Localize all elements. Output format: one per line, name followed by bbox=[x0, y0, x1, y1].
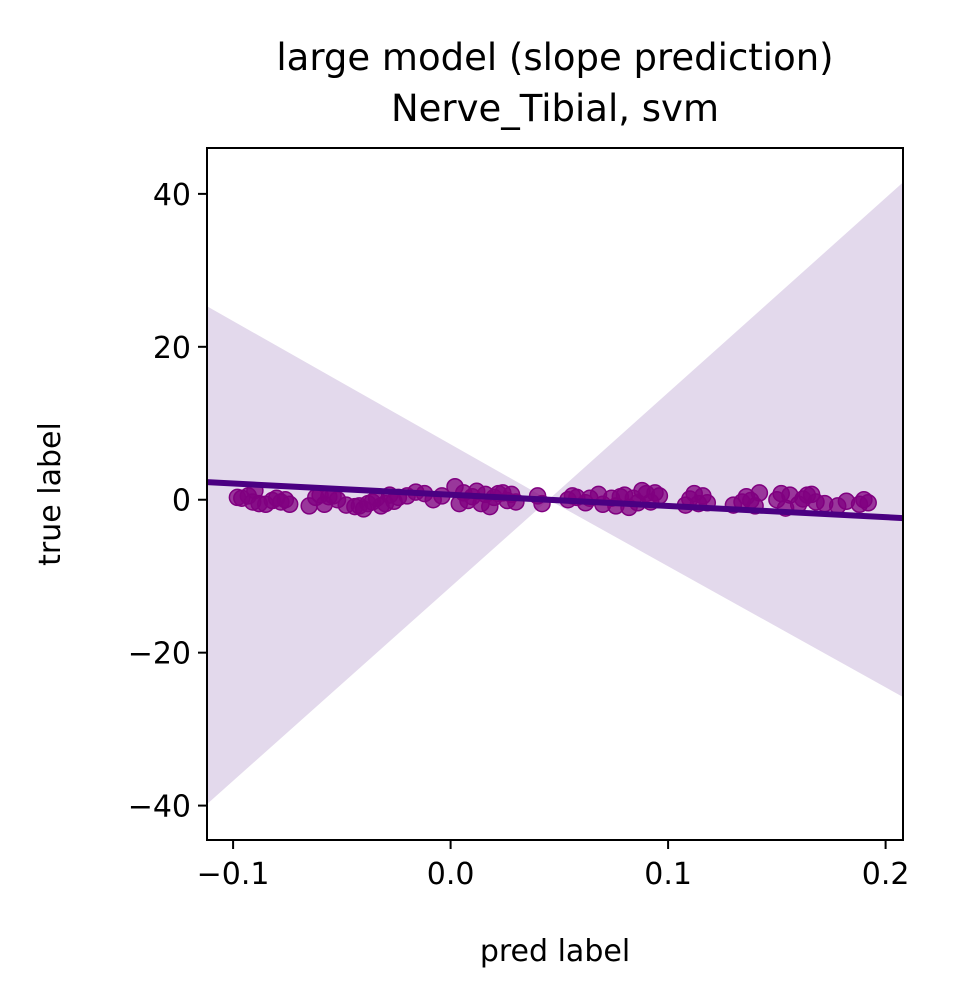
confidence-band-left bbox=[207, 306, 549, 805]
plot-frame bbox=[206, 147, 904, 841]
y-axis-ticks: −40 −20 0 20 40 bbox=[128, 178, 207, 825]
y-tick-label: −20 bbox=[128, 637, 191, 672]
chart-title-line1: large model (slope prediction) bbox=[276, 36, 833, 79]
x-tick-label: −0.1 bbox=[197, 857, 270, 892]
data-point bbox=[859, 494, 877, 512]
y-tick-label: 0 bbox=[172, 484, 191, 519]
y-tick-label: −40 bbox=[128, 790, 191, 825]
regression-fit-line bbox=[207, 479, 903, 522]
data-point bbox=[750, 484, 769, 502]
data-point bbox=[280, 495, 299, 514]
y-axis-label: true label bbox=[33, 422, 68, 566]
data-point bbox=[650, 487, 669, 505]
chart-title-line2: Nerve_Tibial, svm bbox=[391, 87, 719, 130]
x-tick-label: 0.0 bbox=[427, 857, 475, 892]
x-axis-ticks: −0.1 0.0 0.1 0.2 bbox=[197, 840, 910, 892]
plot-area bbox=[206, 147, 904, 841]
x-tick-label: 0.1 bbox=[644, 857, 692, 892]
y-tick-label: 40 bbox=[153, 178, 191, 213]
confidence-band-right bbox=[548, 182, 903, 697]
x-axis-label: pred label bbox=[480, 934, 630, 969]
y-tick-label: 20 bbox=[153, 331, 191, 366]
x-tick-label: 0.2 bbox=[862, 857, 910, 892]
